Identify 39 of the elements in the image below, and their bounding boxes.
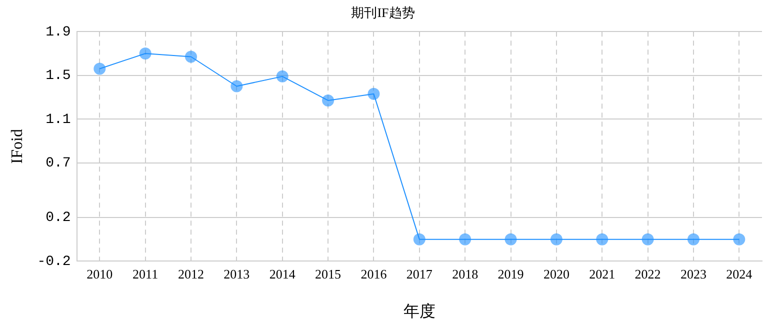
x-tick-label: 2020 <box>543 266 570 282</box>
x-axis-title: 年度 <box>403 302 436 321</box>
chart-title: 期刊IF趋势 <box>351 5 415 20</box>
x-tick-label: 2014 <box>269 266 296 282</box>
point <box>368 88 380 100</box>
point <box>642 233 654 246</box>
x-tick-label: 2010 <box>86 266 113 282</box>
x-tick-label: 2023 <box>680 266 706 282</box>
point <box>230 80 243 92</box>
y-tick-label: 0.2 <box>46 210 71 226</box>
x-tick-label: 2024 <box>726 266 753 282</box>
point <box>94 62 106 75</box>
point <box>504 233 517 246</box>
y-tick-label: 1.5 <box>46 68 71 84</box>
x-tick-label: 2015 <box>315 266 342 282</box>
y-tick-label: -0.2 <box>37 254 71 270</box>
y-tick-label: 1.1 <box>46 112 71 128</box>
y-axis-title: IFoid <box>8 129 26 164</box>
point <box>322 94 334 106</box>
x-tick-label: 2018 <box>452 266 478 282</box>
point <box>413 233 426 246</box>
y-tick-label: 0.7 <box>46 156 71 172</box>
x-tick-label: 2011 <box>132 266 158 282</box>
point <box>596 233 608 246</box>
x-tick-label: 2022 <box>634 266 661 282</box>
x-tick-label: 2017 <box>406 266 433 282</box>
y-tick-label: 1.9 <box>46 24 71 40</box>
point <box>733 233 746 246</box>
x-tick-label: 2016 <box>360 266 388 282</box>
x-tick-label: 2021 <box>589 266 616 282</box>
point <box>139 47 152 60</box>
point <box>276 70 288 82</box>
point <box>687 233 700 246</box>
x-tick-label: 2019 <box>498 266 524 282</box>
point <box>550 233 562 246</box>
point <box>185 50 198 63</box>
x-tick-label: 2013 <box>224 266 250 282</box>
point <box>459 233 472 246</box>
x-tick-label: 2012 <box>178 266 204 282</box>
